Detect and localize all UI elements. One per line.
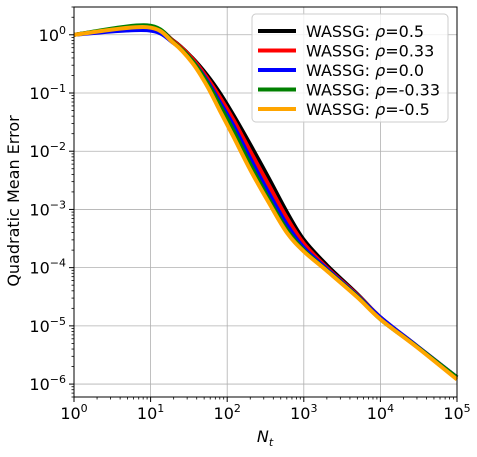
y-tick-label: 10−5	[29, 315, 66, 336]
x-tick-label: 104	[367, 402, 394, 423]
y-tick-label: 10−4	[29, 257, 66, 278]
series-lines	[73, 23, 459, 382]
x-tick-label: 105	[443, 402, 470, 423]
y-tick-label: 10−1	[29, 82, 66, 103]
x-tick-label: 100	[60, 402, 87, 423]
major-ticks	[69, 34, 458, 402]
legend-label-0: WASSG: ρ=0.5	[306, 22, 424, 41]
legend-label-4: WASSG: ρ=-0.5	[306, 100, 430, 119]
y-axis-label: Quadratic Mean Error	[4, 115, 23, 287]
y-tick-label: 10−2	[29, 140, 66, 161]
x-tick-label: 102	[214, 402, 241, 423]
x-tick-label: 101	[137, 402, 164, 423]
x-tick-label: 103	[290, 402, 317, 423]
y-tick-label: 10−6	[29, 373, 66, 394]
y-tick-label: 100	[39, 24, 66, 45]
grid	[73, 7, 458, 397]
tick-labels: 100 101 102 103 104 105 100 10−1 10−2 10−3 10−4 10−…	[29, 24, 470, 423]
x-axis-label: Nt	[257, 427, 274, 449]
legend-box	[251, 13, 449, 123]
legend-label-2: WASSG: ρ=0.0	[306, 61, 424, 80]
series-line-4	[73, 25, 459, 382]
legend-label-3: WASSG: ρ=-0.33	[306, 81, 440, 100]
x-axis-label-subscript: t	[269, 436, 274, 449]
plot-frame	[73, 6, 458, 398]
y-tick-label: 10−3	[29, 198, 66, 219]
legend-label-1: WASSG: ρ=0.33	[306, 42, 434, 61]
